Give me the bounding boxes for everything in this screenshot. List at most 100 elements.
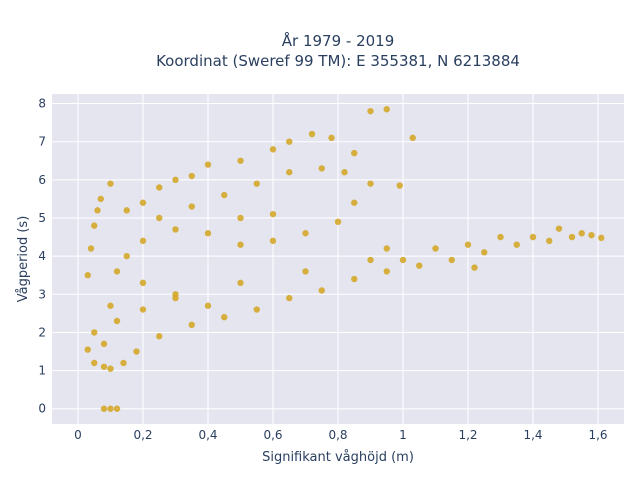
data-point [139, 279, 147, 287]
x-axis-label: Signifikant våghöjd (m) [262, 450, 414, 465]
data-point [107, 365, 114, 372]
data-point [497, 233, 504, 241]
data-point [416, 262, 423, 269]
data-point [100, 405, 108, 412]
data-point [188, 203, 195, 210]
data-point [204, 302, 212, 309]
data-point [253, 180, 260, 187]
y-tick-label: 5 [38, 211, 46, 225]
data-point [123, 252, 130, 260]
data-point [555, 225, 563, 232]
data-points [84, 106, 605, 412]
data-point [237, 241, 244, 248]
data-point [529, 233, 537, 241]
x-tick-label: 1,6 [588, 428, 607, 442]
data-point [598, 234, 605, 242]
data-point [156, 184, 163, 191]
data-point [578, 230, 585, 237]
x-tick-label: 1,4 [523, 428, 542, 442]
data-point [383, 268, 390, 275]
data-point [448, 256, 455, 264]
data-point [221, 313, 228, 321]
data-point [188, 321, 195, 329]
data-point [269, 210, 277, 218]
data-point [188, 172, 195, 180]
data-point [97, 195, 104, 203]
data-point [588, 231, 595, 239]
data-point [546, 237, 553, 245]
x-tick-label: 0,4 [198, 428, 217, 442]
data-point [107, 302, 114, 309]
data-point [341, 169, 348, 176]
y-tick-label: 6 [38, 173, 46, 187]
data-point [237, 157, 244, 164]
grid-lines [52, 94, 624, 424]
data-point [318, 287, 325, 294]
data-point [302, 268, 309, 275]
data-point [409, 134, 416, 142]
data-point [113, 405, 121, 412]
data-point [91, 222, 98, 229]
data-point [367, 107, 374, 115]
y-axis-label: Vågperiod (s) [16, 216, 31, 303]
chart-title-line2: Koordinat (Sweref 99 TM): E 355381, N 62… [156, 52, 520, 70]
data-point [107, 180, 114, 187]
data-point [396, 182, 403, 189]
data-point [156, 214, 163, 222]
data-point [286, 294, 293, 302]
data-point [399, 256, 407, 264]
data-point [471, 264, 478, 271]
data-point [302, 230, 309, 237]
data-point [286, 138, 293, 145]
data-point [204, 230, 212, 237]
data-point [253, 306, 260, 313]
data-point [367, 256, 374, 264]
y-tick-label: 3 [38, 287, 46, 301]
data-point [123, 207, 130, 214]
data-point [139, 237, 147, 245]
data-point [100, 363, 108, 370]
data-point [172, 294, 179, 302]
data-point [269, 237, 277, 245]
data-point [464, 241, 472, 248]
data-point [204, 161, 212, 168]
data-point [84, 346, 91, 353]
x-axis-ticks: 0 0,2 0,4 0,6 0,8 1 1,2 1,4 1,6 [74, 428, 607, 442]
y-tick-label: 4 [38, 249, 46, 263]
data-point [383, 245, 390, 252]
data-point [91, 329, 98, 336]
data-point [351, 199, 358, 206]
x-tick-label: 1,2 [458, 428, 477, 442]
data-point [383, 106, 390, 113]
data-point [172, 226, 179, 233]
data-point [513, 241, 520, 248]
data-point [237, 279, 244, 287]
data-point [100, 340, 108, 348]
data-point [156, 333, 163, 340]
x-tick-label: 1 [399, 428, 407, 442]
data-point [432, 245, 439, 252]
y-tick-label: 0 [38, 402, 46, 416]
data-point [120, 359, 127, 367]
data-point [113, 268, 121, 275]
data-point [139, 199, 147, 206]
x-tick-label: 0 [74, 428, 82, 442]
data-point [133, 348, 140, 355]
x-tick-label: 0,6 [263, 428, 282, 442]
data-point [351, 275, 358, 283]
y-axis-ticks: 0 1 2 3 4 5 6 7 8 [38, 97, 46, 416]
x-tick-label: 0,2 [133, 428, 152, 442]
data-point [308, 130, 316, 138]
data-point [139, 306, 147, 313]
data-point [334, 218, 342, 226]
data-point [237, 214, 244, 222]
x-tick-label: 0,8 [328, 428, 347, 442]
data-point [84, 272, 91, 279]
chart-title-line1: År 1979 - 2019 [282, 31, 395, 50]
data-point [87, 245, 95, 252]
data-point [172, 176, 179, 184]
y-tick-label: 2 [38, 325, 46, 339]
y-tick-label: 7 [38, 135, 46, 149]
data-point [113, 317, 121, 325]
